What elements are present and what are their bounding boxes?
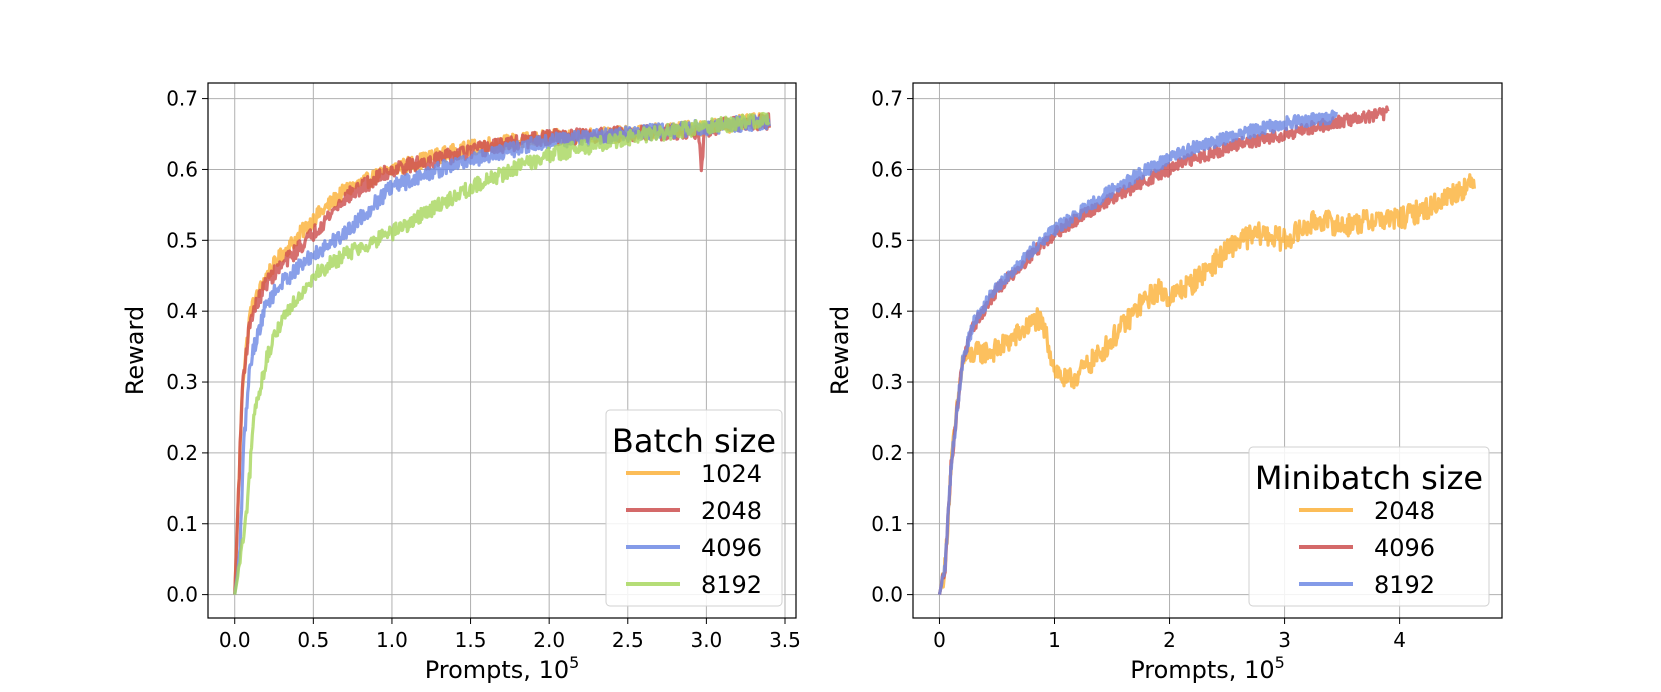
y-tick-label: 0.0 (871, 583, 903, 607)
y-tick-label: 0.6 (871, 157, 903, 181)
x-tick-label: 2 (1163, 628, 1176, 652)
chart-minibatch-size: 0 1 2 3 4 0.0 0.1 0.2 0.3 0.4 0.5 0.6 0.7 Prompts, 10… (826, 82, 1503, 684)
y-tick-label: 0.6 (166, 157, 198, 181)
x-axis-label-exponent: 5 (569, 653, 579, 672)
y-tick-label: 0.4 (871, 299, 903, 323)
series-line-4096 (233, 113, 771, 595)
y-tick-label: 0.3 (166, 370, 198, 394)
x-tick-label: 3.5 (769, 628, 801, 652)
series-line-2048 (937, 173, 1476, 595)
series-line-8192 (233, 111, 771, 595)
chart-batch-size: 0.0 0.5 1.0 1.5 2.0 2.5 3.0 3.5 0.0 0.1 0.2 0.3 0.4 0… (121, 82, 801, 684)
x-tick-label: 1 (1048, 628, 1061, 652)
y-tick-label: 0.7 (871, 87, 903, 111)
legend-label-8192: 8192 (701, 571, 762, 599)
x-tick-label: 0.0 (219, 628, 251, 652)
y-tick-label: 0.2 (871, 441, 903, 465)
y-tick-label: 0.4 (166, 299, 198, 323)
x-tick-label: 2.0 (533, 628, 565, 652)
x-tick-label: 3 (1278, 628, 1291, 652)
y-tick-label: 0.0 (166, 583, 198, 607)
x-axis-label-exponent: 5 (1275, 653, 1285, 672)
legend-label-4096: 4096 (1374, 534, 1435, 562)
y-tick-label: 0.5 (871, 228, 903, 252)
y-axis-label: Reward (121, 306, 149, 395)
axes-frame (912, 82, 1503, 619)
legend-box (1248, 446, 1490, 607)
x-axis-label: Prompts, 105 (1130, 653, 1285, 684)
series-line-8192 (937, 109, 1338, 595)
legend-title: Batch size (612, 422, 776, 460)
y-tick-label: 0.1 (166, 512, 198, 536)
x-tick-label: 4 (1393, 628, 1406, 652)
legend-label-4096: 4096 (701, 534, 762, 562)
x-tick-label: 0 (933, 628, 946, 652)
x-tick-label: 0.5 (297, 628, 329, 652)
y-tick-label: 0.1 (871, 512, 903, 536)
legend-title: Minibatch size (1255, 459, 1483, 497)
series-group (233, 111, 771, 595)
x-tick-label: 2.5 (612, 628, 644, 652)
axes-frame (207, 82, 797, 619)
legend-label-1024: 1024 (701, 460, 762, 488)
y-tick-label: 0.5 (166, 228, 198, 252)
legend-label-2048: 2048 (1374, 497, 1435, 525)
legend-label-8192: 8192 (1374, 571, 1435, 599)
x-tick-label: 3.0 (690, 628, 722, 652)
y-tick-label: 0.3 (871, 370, 903, 394)
x-tick-label: 1.5 (455, 628, 487, 652)
legend-box (605, 409, 783, 607)
legend-label-2048: 2048 (701, 497, 762, 525)
x-tick-label: 1.0 (376, 628, 408, 652)
y-tick-label: 0.7 (166, 87, 198, 111)
x-axis-label: Prompts, 105 (425, 653, 580, 684)
y-axis-label: Reward (826, 306, 854, 395)
y-tick-label: 0.2 (166, 441, 198, 465)
series-group (937, 105, 1476, 595)
